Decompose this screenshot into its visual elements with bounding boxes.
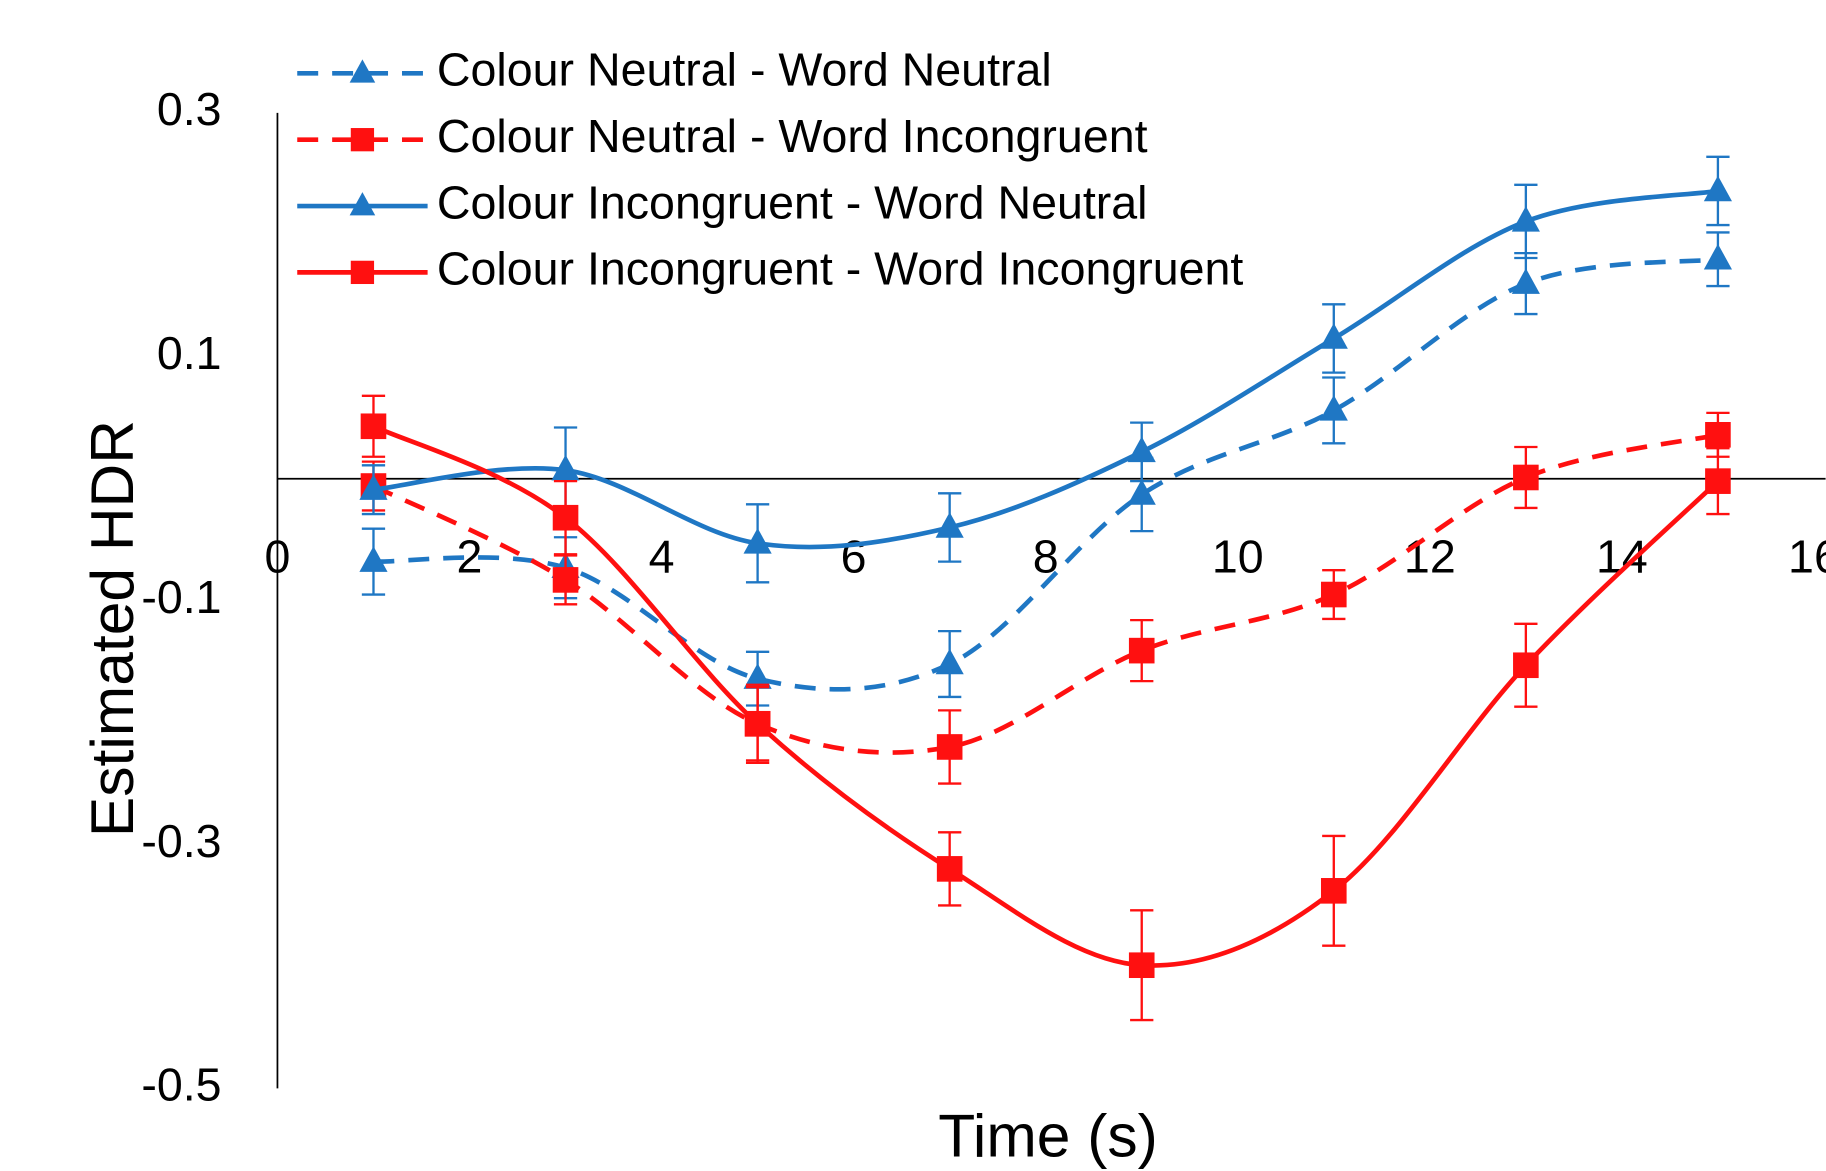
y-tick-label: -0.3 [141, 815, 221, 867]
data-point [743, 663, 772, 689]
data-point [1320, 581, 1347, 608]
legend-marker [349, 192, 376, 216]
data-point [1705, 422, 1731, 448]
data-point [1320, 878, 1347, 904]
y-tick-label: -0.5 [141, 1059, 221, 1111]
data-point [935, 648, 964, 675]
data-point [935, 512, 964, 538]
data-point [744, 710, 771, 737]
x-tick-label: 10 [1212, 530, 1264, 582]
x-tick-label: 16 [1788, 530, 1826, 582]
legend-marker [350, 260, 375, 285]
data-point [743, 527, 772, 554]
legend-item: Colour Neutral - Word Neutral [297, 44, 1052, 96]
legend-item: Colour Neutral - Word Incongruent [297, 110, 1148, 162]
series-line [372, 424, 1720, 968]
y-tick-label: 0.1 [157, 327, 222, 379]
data-point [1705, 468, 1731, 494]
data-point [1703, 175, 1733, 202]
legend-label: Colour Neutral - Word Neutral [437, 44, 1052, 96]
data-point [1127, 479, 1156, 505]
data-point [552, 567, 579, 593]
y-axis-title: Estimated HDR [78, 420, 146, 837]
data-point [1319, 395, 1348, 421]
data-point [936, 734, 963, 760]
legend-item: Colour Incongruent - Word Neutral [297, 176, 1148, 228]
data-point [936, 856, 963, 882]
series-line [373, 256, 1719, 692]
legend-label: Colour Incongruent - Word Neutral [437, 176, 1148, 228]
legend-item: Colour Incongruent - Word Incongruent [297, 243, 1243, 295]
data-point [359, 546, 388, 572]
x-tick-label: 6 [841, 530, 867, 582]
x-tick-label: 0 [265, 530, 291, 582]
legend-label: Colour Incongruent - Word Incongruent [437, 243, 1243, 295]
x-tick-label: 4 [649, 530, 675, 582]
x-axis-title: Time (s) [938, 1102, 1158, 1170]
data-point [552, 504, 579, 531]
data-point [1513, 464, 1539, 491]
y-tick-label: 0.3 [157, 83, 222, 135]
data-point [1511, 206, 1540, 232]
data-point [360, 413, 387, 440]
data-point [551, 454, 580, 481]
data-point [1513, 652, 1539, 679]
data-point [1128, 637, 1155, 664]
y-tick-label: -0.1 [141, 571, 221, 623]
data-point [1127, 436, 1156, 463]
legend-marker [349, 59, 376, 83]
series-line [373, 188, 1719, 550]
data-point [1703, 243, 1733, 270]
data-point [1128, 952, 1155, 979]
legend-marker [350, 128, 375, 152]
x-tick-label: 12 [1404, 530, 1456, 582]
series-line [372, 432, 1719, 755]
legend-label: Colour Neutral - Word Incongruent [437, 110, 1148, 162]
data-point [1319, 323, 1348, 349]
data-point [1511, 268, 1540, 294]
data-point [359, 474, 388, 500]
